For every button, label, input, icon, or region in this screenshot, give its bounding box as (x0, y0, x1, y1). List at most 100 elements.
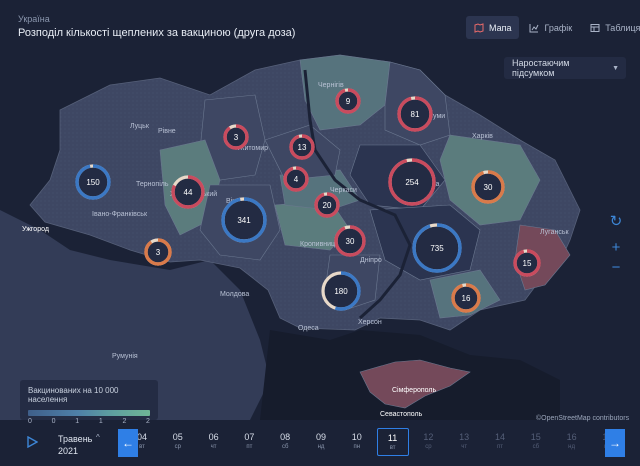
city-label: Чернігів (318, 81, 344, 89)
day-number: 08 (280, 432, 291, 442)
city-label: Сімферополь (392, 386, 436, 394)
day-item[interactable]: 08 сб (269, 428, 301, 456)
region-bubble[interactable]: 20 (314, 192, 340, 218)
tab-table[interactable]: Таблиця (582, 16, 640, 39)
refresh-icon: ↻ (609, 213, 623, 230)
region-bubble[interactable]: 254 (388, 158, 436, 206)
day-item[interactable]: 12 ср (412, 428, 444, 456)
day-weekday: пн (353, 444, 361, 450)
day-weekday: чт (210, 444, 217, 450)
prev-day-button[interactable]: ← (118, 429, 138, 457)
bubble-value: 44 (184, 188, 193, 197)
next-day-button[interactable]: → (605, 429, 625, 457)
region-bubble[interactable]: 13 (289, 134, 315, 160)
month-picker[interactable]: Травень 2021 ^ (58, 433, 100, 457)
region-bubble[interactable]: 150 (75, 164, 111, 200)
region-bubble[interactable]: 3 (223, 124, 249, 150)
bubble-value: 735 (430, 244, 444, 253)
day-item-selected[interactable]: 11 вт (376, 428, 409, 456)
legend-color-scale (28, 410, 150, 416)
region-bubble[interactable]: 15 (513, 249, 541, 277)
day-item[interactable]: 06 чт (198, 428, 230, 456)
city-label: Черкаси (330, 187, 357, 194)
city-label: Тернопіль (136, 180, 169, 188)
day-item[interactable]: 13 чт (448, 428, 480, 456)
bubble-ring (223, 124, 249, 150)
region-bubble[interactable]: 341 (221, 197, 267, 243)
city-label: Херсон (358, 319, 382, 326)
city-label: Кропивницький (300, 240, 350, 248)
day-item[interactable]: 04 вт (126, 428, 158, 456)
bubble-ring (289, 134, 315, 160)
zoom-out-button[interactable]: − (605, 256, 627, 278)
city-label: Харків (472, 132, 493, 140)
region-bubble[interactable]: 30 (471, 170, 505, 204)
city-label: Луцьк (130, 123, 150, 130)
arrow-left-icon: ← (122, 436, 134, 450)
legend-tick: 1 (98, 418, 103, 425)
bubble-value: 4 (294, 175, 299, 184)
day-item[interactable]: 16 нд (556, 428, 588, 456)
page-title: Розподіл кількості щеплених за вакциною … (18, 27, 296, 39)
day-item[interactable]: 05 ср (162, 428, 194, 456)
bubble-value: 9 (346, 97, 351, 106)
refresh-button[interactable]: ↻ (605, 210, 627, 232)
region-bubble[interactable]: 16 (451, 283, 481, 313)
region-bubble[interactable]: 44 (171, 175, 205, 209)
region-bubble[interactable]: 9 (335, 88, 361, 114)
bubble-ring (334, 225, 366, 257)
tab-chart[interactable]: Графік (521, 16, 580, 39)
country-label: Україна (18, 14, 50, 24)
day-item[interactable]: 07 пт (233, 428, 265, 456)
bubble-value: 20 (323, 201, 332, 210)
bubble-value: 15 (523, 259, 532, 268)
city-label: Ужгород (22, 226, 49, 233)
day-weekday: сб (532, 444, 540, 450)
day-weekday: пт (497, 444, 503, 450)
day-number: 07 (244, 432, 255, 442)
region-bubble[interactable]: 30 (334, 225, 366, 257)
region-bubble[interactable]: 180 (321, 271, 361, 311)
region-bubble[interactable]: 735 (412, 223, 462, 273)
day-item[interactable]: 14 пт (484, 428, 516, 456)
bubble-ring (321, 271, 361, 311)
crimea (359, 359, 471, 409)
city-label: Дніпро (360, 256, 382, 264)
chevron-down-icon: ▼ (612, 64, 619, 72)
day-weekday: нд (568, 444, 575, 450)
legend-tick: 1 (75, 418, 80, 425)
day-weekday: ср (425, 444, 432, 450)
region-bubble[interactable]: 81 (397, 96, 433, 132)
plus-icon: + (611, 238, 621, 256)
day-item[interactable]: 09 нд (305, 428, 337, 456)
map-attribution[interactable]: ©OpenStreetMap contributors (536, 415, 630, 422)
tab-map[interactable]: Мапа (466, 16, 520, 39)
city-label: Одеса (298, 325, 319, 332)
bubble-value: 150 (86, 178, 100, 187)
day-weekday: ср (174, 444, 181, 450)
day-item[interactable]: 15 сб (520, 428, 552, 456)
day-item[interactable]: 10 пн (341, 428, 373, 456)
day-number: 04 (136, 432, 147, 442)
bubble-ring (221, 197, 267, 243)
map-legend: Вакцинованих на 10 000 населення 0 0 1 1… (20, 380, 158, 425)
city-label: Суми (428, 113, 445, 120)
view-tabs: Мапа Графік Таблиця (466, 16, 640, 39)
day-number: 05 (172, 432, 183, 442)
region-bubble[interactable]: 4 (283, 166, 309, 192)
tab-map-label: Мапа (489, 22, 512, 33)
region-bubble[interactable]: 3 (144, 238, 172, 266)
bubble-ring (171, 175, 205, 209)
cumulative-mode-select[interactable]: Наростаючим підсумком ▼ (504, 57, 626, 79)
day-weekday: вт (389, 445, 396, 451)
day-number: 11 (387, 433, 398, 443)
bubble-ring (335, 88, 361, 114)
play-button[interactable] (22, 432, 42, 452)
day-number: 10 (351, 432, 362, 442)
bubble-value: 341 (237, 216, 251, 225)
play-icon (27, 436, 38, 448)
day-number: 16 (566, 432, 577, 442)
bubble-ring (388, 158, 436, 206)
day-number: 14 (494, 432, 505, 442)
zoom-in-button[interactable]: + (605, 236, 627, 258)
